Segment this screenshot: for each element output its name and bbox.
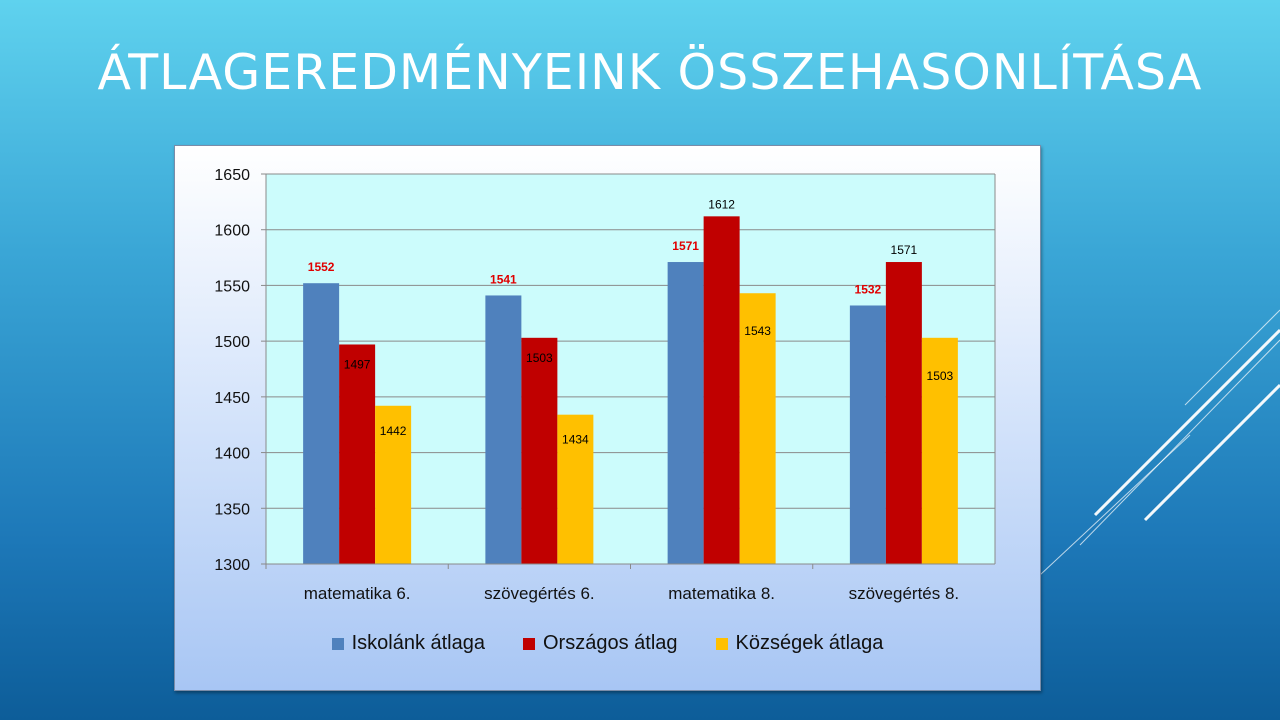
x-category-label: matematika 6. xyxy=(304,584,411,603)
y-tick-label: 1300 xyxy=(214,557,250,574)
x-category-label: szövegértés 8. xyxy=(849,584,960,603)
data-label: 1612 xyxy=(708,197,735,211)
data-label: 1503 xyxy=(927,369,954,383)
data-label: 1543 xyxy=(744,324,771,338)
chart-panel: 1650 1600 1550 1500 1450 1400 1350 1300 1552 1497… xyxy=(174,145,1041,691)
legend-item: Iskolánk átlaga xyxy=(331,632,485,655)
bar xyxy=(375,405,412,564)
bar xyxy=(339,344,376,564)
chart-legend: Iskolánk átlaga Országos átlag Községek át… xyxy=(175,632,1040,655)
x-category-label: szövegértés 6. xyxy=(484,584,595,603)
legend-swatch xyxy=(331,637,344,650)
data-label: 1552 xyxy=(308,260,335,274)
y-tick-label: 1450 xyxy=(214,390,250,407)
legend-label: Országos átlag xyxy=(543,632,678,654)
data-label: 1571 xyxy=(891,243,918,257)
data-label: 1571 xyxy=(672,239,699,253)
slide-title: ÁTLAGEREDMÉNYEINK ÖSSZEHASONLÍTÁSA xyxy=(97,44,1203,101)
bar-chart: 1650 1600 1550 1500 1450 1400 1350 1300 1552 1497… xyxy=(214,167,996,603)
bar xyxy=(921,337,958,564)
x-category-label: matematika 8. xyxy=(668,584,775,603)
data-label: 1434 xyxy=(562,433,589,447)
data-label: 1442 xyxy=(380,424,407,438)
bar xyxy=(557,414,594,564)
legend-label: Iskolánk átlaga xyxy=(351,632,485,654)
bar xyxy=(849,305,886,564)
data-label: 1497 xyxy=(344,357,371,371)
bar xyxy=(703,216,740,564)
legend-swatch xyxy=(715,637,728,650)
bar xyxy=(739,293,776,564)
data-label: 1503 xyxy=(526,351,553,365)
y-tick-label: 1400 xyxy=(214,446,250,463)
y-tick-label: 1350 xyxy=(214,501,250,518)
bar xyxy=(667,262,704,564)
bar xyxy=(303,283,340,564)
legend-swatch xyxy=(523,637,535,650)
y-tick-label: 1600 xyxy=(214,223,250,240)
legend-label: Községek átlaga xyxy=(735,632,884,654)
legend-item: Községek átlaga xyxy=(715,632,884,655)
y-tick-label: 1650 xyxy=(214,167,250,184)
y-tick-label: 1500 xyxy=(214,334,250,351)
bar xyxy=(885,262,922,564)
bar xyxy=(485,295,522,564)
data-label: 1532 xyxy=(855,282,882,296)
data-label: 1541 xyxy=(490,272,517,286)
legend-item: Országos átlag xyxy=(523,632,678,655)
bar xyxy=(521,337,558,564)
y-tick-label: 1550 xyxy=(214,278,250,295)
